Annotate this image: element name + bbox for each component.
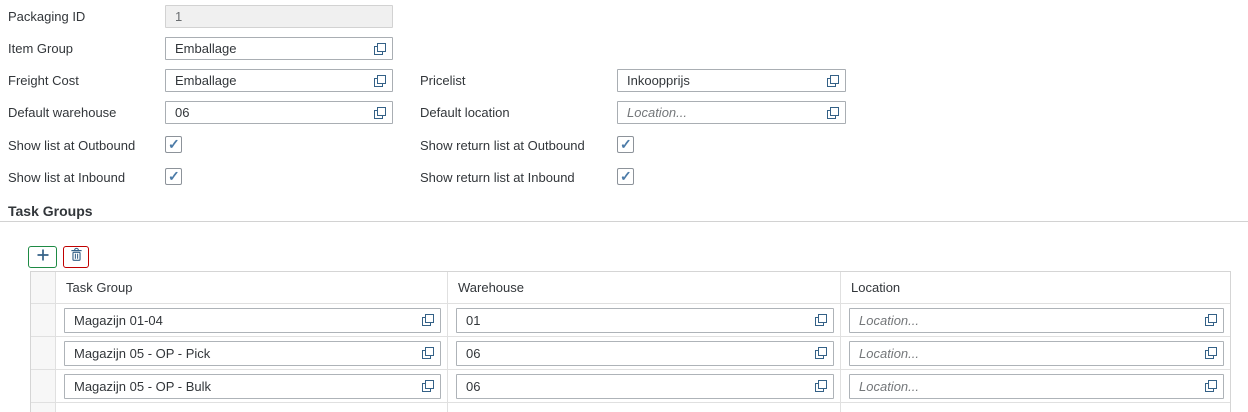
show-return-list-inbound-label: Show return list at Inbound bbox=[420, 170, 575, 185]
row-selector-cell[interactable] bbox=[31, 337, 56, 369]
value-help-icon[interactable] bbox=[374, 74, 386, 87]
task-group-input[interactable] bbox=[64, 373, 441, 399]
section-separator bbox=[0, 221, 1248, 222]
freight-cost-input[interactable] bbox=[165, 69, 393, 92]
column-header-location: Location bbox=[851, 280, 901, 295]
location-input[interactable] bbox=[849, 340, 1224, 366]
value-help-icon[interactable] bbox=[827, 106, 839, 119]
warehouse-input[interactable] bbox=[456, 307, 834, 333]
location-input[interactable] bbox=[849, 373, 1224, 399]
row-selector-cell[interactable] bbox=[31, 370, 56, 402]
location-field[interactable] bbox=[849, 340, 1224, 366]
default-location-label: Default location bbox=[420, 105, 510, 120]
default-warehouse-field[interactable] bbox=[165, 101, 393, 124]
default-warehouse-label: Default warehouse bbox=[8, 105, 117, 120]
packaging-id-field bbox=[165, 5, 393, 28]
value-help-icon[interactable] bbox=[1205, 347, 1217, 359]
delete-row-button[interactable] bbox=[63, 246, 89, 268]
value-help-icon[interactable] bbox=[815, 380, 827, 392]
table-row-partial bbox=[31, 403, 1230, 412]
table-header-row: Task Group Warehouse Location bbox=[31, 272, 1230, 304]
task-groups-section-title: Task Groups bbox=[8, 203, 93, 219]
packaging-id-label: Packaging ID bbox=[8, 9, 86, 24]
row-selector-cell[interactable] bbox=[31, 403, 56, 412]
show-list-inbound-checkbox[interactable] bbox=[165, 168, 182, 185]
default-location-input[interactable] bbox=[617, 101, 846, 124]
table-row bbox=[31, 337, 1230, 370]
row-selector-cell[interactable] bbox=[31, 304, 56, 336]
table-row bbox=[31, 304, 1230, 337]
plus-icon bbox=[36, 248, 50, 267]
table-row bbox=[31, 370, 1230, 403]
freight-cost-field[interactable] bbox=[165, 69, 393, 92]
task-group-input[interactable] bbox=[64, 307, 441, 333]
value-help-icon[interactable] bbox=[827, 74, 839, 87]
value-help-icon[interactable] bbox=[422, 314, 434, 326]
task-group-field[interactable] bbox=[64, 307, 441, 333]
item-group-field[interactable] bbox=[165, 37, 393, 60]
pricelist-field[interactable] bbox=[617, 69, 846, 92]
task-group-field[interactable] bbox=[64, 373, 441, 399]
item-group-input[interactable] bbox=[165, 37, 393, 60]
item-group-label: Item Group bbox=[8, 41, 74, 56]
packaging-id-input bbox=[165, 5, 393, 28]
location-field[interactable] bbox=[849, 307, 1224, 333]
value-help-icon[interactable] bbox=[374, 106, 386, 119]
column-header-warehouse: Warehouse bbox=[448, 272, 841, 303]
show-list-outbound-checkbox[interactable] bbox=[165, 136, 182, 153]
show-return-list-outbound-checkbox[interactable] bbox=[617, 136, 634, 153]
value-help-icon[interactable] bbox=[815, 314, 827, 326]
freight-cost-label: Freight Cost bbox=[8, 73, 79, 88]
column-header-task-group: Task Group bbox=[56, 272, 448, 303]
warehouse-field[interactable] bbox=[456, 307, 834, 333]
warehouse-input[interactable] bbox=[456, 340, 834, 366]
default-warehouse-input[interactable] bbox=[165, 101, 393, 124]
task-group-input[interactable] bbox=[64, 340, 441, 366]
value-help-icon[interactable] bbox=[1205, 380, 1217, 392]
default-location-field[interactable] bbox=[617, 101, 846, 124]
show-return-list-inbound-checkbox[interactable] bbox=[617, 168, 634, 185]
location-input[interactable] bbox=[849, 307, 1224, 333]
value-help-icon[interactable] bbox=[422, 347, 434, 359]
task-groups-table: Task Group Warehouse Location bbox=[30, 271, 1231, 412]
value-help-icon[interactable] bbox=[422, 380, 434, 392]
show-return-list-outbound-label: Show return list at Outbound bbox=[420, 138, 585, 153]
row-selector-header-cell bbox=[31, 272, 56, 303]
warehouse-input[interactable] bbox=[456, 373, 834, 399]
value-help-icon[interactable] bbox=[1205, 314, 1217, 326]
show-list-outbound-label: Show list at Outbound bbox=[8, 138, 136, 153]
warehouse-field[interactable] bbox=[456, 340, 834, 366]
task-group-field[interactable] bbox=[64, 340, 441, 366]
show-list-inbound-label: Show list at Inbound bbox=[8, 170, 126, 185]
warehouse-field[interactable] bbox=[456, 373, 834, 399]
value-help-icon[interactable] bbox=[815, 347, 827, 359]
add-row-button[interactable] bbox=[28, 246, 57, 268]
trash-icon bbox=[70, 247, 83, 267]
value-help-icon[interactable] bbox=[374, 42, 386, 55]
pricelist-label: Pricelist bbox=[420, 73, 466, 88]
pricelist-input[interactable] bbox=[617, 69, 846, 92]
location-field[interactable] bbox=[849, 373, 1224, 399]
